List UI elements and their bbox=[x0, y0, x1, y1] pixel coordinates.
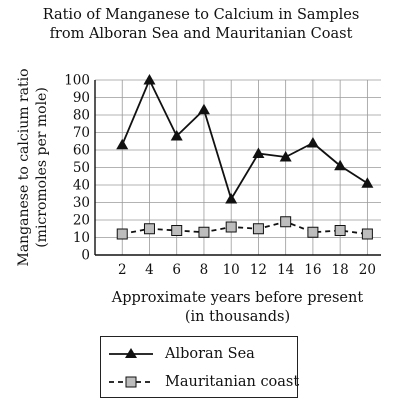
x-tick-label: 18 bbox=[332, 262, 349, 278]
mauritanian-point bbox=[252, 223, 264, 235]
x-tick-label: 10 bbox=[223, 262, 240, 278]
x-tick-label: 2 bbox=[118, 262, 127, 278]
x-tick-label: 6 bbox=[172, 262, 181, 278]
y-tick-label: 0 bbox=[81, 248, 90, 264]
alboran-point bbox=[252, 147, 265, 158]
mauritanian-point bbox=[116, 228, 128, 240]
alboran-point bbox=[143, 74, 156, 85]
alboran-point bbox=[225, 193, 238, 204]
y-tick-label: 70 bbox=[73, 125, 90, 141]
alboran-point bbox=[361, 177, 374, 188]
mauritanian-point bbox=[361, 228, 373, 240]
y-tick-label: 80 bbox=[73, 108, 90, 124]
mauritanian-point bbox=[280, 216, 292, 228]
y-axis-label-line-1: Manganese to calcium ratio bbox=[16, 68, 32, 266]
x-tick-label: 12 bbox=[250, 262, 267, 278]
alboran-point bbox=[306, 137, 319, 148]
alboran-point bbox=[116, 138, 129, 150]
x-tick-label: 20 bbox=[359, 262, 376, 278]
mauritanian-point bbox=[307, 226, 319, 238]
mauritanian-point bbox=[225, 221, 237, 233]
y-tick-label: 20 bbox=[73, 213, 90, 229]
alboran-point bbox=[279, 151, 292, 162]
y-tick-label: 10 bbox=[73, 230, 90, 246]
series-line-alboran bbox=[121, 79, 368, 200]
x-tick-label: 14 bbox=[277, 262, 294, 278]
legend-symbols bbox=[109, 348, 153, 388]
mauritanian-point bbox=[143, 223, 155, 235]
chart-title-line-1: Ratio of Manganese to Calcium in Samples bbox=[42, 7, 360, 23]
y-tick-label: 60 bbox=[73, 143, 90, 159]
x-tick-label: 16 bbox=[304, 262, 321, 278]
legend-alboran-marker bbox=[125, 348, 137, 358]
mauritanian-point bbox=[334, 225, 346, 236]
y-tick-label: 30 bbox=[73, 195, 90, 211]
mauritanian-point bbox=[198, 226, 210, 238]
legend-label-alboran: Alboran Sea bbox=[165, 346, 255, 362]
legend-label-mauritanian: Mauritanian coast bbox=[165, 374, 300, 390]
alboran-point bbox=[197, 103, 210, 115]
y-tick-label: 90 bbox=[73, 90, 90, 106]
chart-title-line-2: from Alboran Sea and Mauritanian Coast bbox=[49, 26, 353, 42]
y-axis-label-line-2: (micromoles per mole) bbox=[34, 87, 50, 248]
y-tick-label: 40 bbox=[73, 178, 90, 194]
mauritanian-point bbox=[171, 225, 183, 236]
x-axis-label-line-1: Approximate years before present bbox=[111, 290, 364, 306]
x-tick-label: 4 bbox=[145, 262, 154, 278]
series-line-mauritanian bbox=[122, 220, 368, 235]
x-tick-label: 8 bbox=[200, 262, 209, 278]
chart-legend: Alboran Sea Mauritanian coast bbox=[100, 336, 300, 398]
y-tick-label: 50 bbox=[73, 160, 90, 176]
x-axis-label-line-2: (in thousands) bbox=[184, 309, 291, 325]
alboran-point bbox=[334, 159, 347, 171]
alboran-point bbox=[170, 130, 183, 141]
y-tick-label: 100 bbox=[64, 73, 90, 89]
legend-mauritanian-marker bbox=[125, 376, 137, 388]
